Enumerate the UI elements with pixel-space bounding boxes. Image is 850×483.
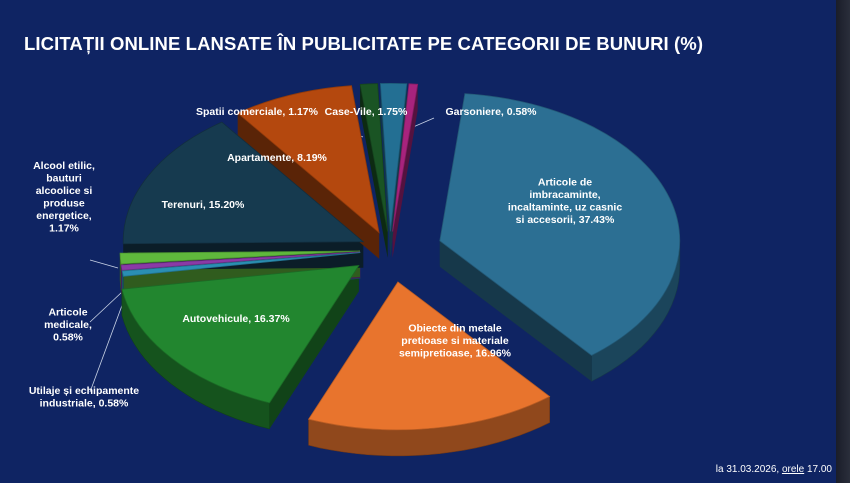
slice-garsoniere [392,83,419,232]
slice-apartamente [236,85,380,234]
slice-autovehicule [121,265,360,404]
label-line: imbracaminte, [529,189,600,201]
label-line: energetice, [36,210,92,222]
label-line: bauturi [46,172,82,184]
label-line: 0.58% [53,332,83,344]
label-line: 1.17% [49,222,79,234]
slice-spatii-comerciale [359,83,388,232]
leader-alcool-etilic-bauturi-alcoolice-si-produse-energetice [89,259,119,269]
label-spatii-comerciale: Spatii comerciale, 1.17% [196,106,319,118]
label-garsoniere: Garsoniere, 0.58% [445,106,537,118]
label-line: produse [43,197,85,209]
label-line: medicale, [44,319,92,331]
label-case-vile: Case-Vile, 1.75% [325,106,408,118]
timestamp-hours-word: orele [781,464,805,475]
slice-articole-medicale [120,251,361,271]
label-autovehicule: Autovehicule, 16.37% [182,313,290,325]
label-articole-medicale: Articole medicale, 0.58% [44,307,92,344]
label-line: Spatii comerciale, 1.17% [196,106,319,118]
slice-obiecte-din-metale-pretioase-si-materiale-semipretioase [307,281,551,431]
label-line: si accesorii, 37.43% [516,214,615,226]
label-utilaje-i-echipamente-industriale: Utilaje și echipamente industriale, 0.58% [29,385,139,410]
slice-wall-spatii-comerciale-0 [360,84,388,258]
slice-articole-de-imbracaminte-incaltaminte-uz-casnic-si-accesorii [439,93,681,356]
timestamp-suffix: 17.00 [804,464,832,475]
slice-tops [119,82,681,431]
slice-wall-garsoniere-1 [392,84,418,258]
label-line: Utilaje și echipamente [29,385,139,397]
label-line: industriale, 0.58% [40,397,129,409]
label-line: incaltaminte, uz casnic [508,201,623,213]
label-line: Garsoniere, 0.58% [445,106,537,118]
label-line: Alcool etilic, [33,160,95,172]
leader-utilaje-i-echipamente-industriale [89,299,125,393]
timestamp-prefix: la 31.03.2026, [715,464,782,475]
label-obiecte-din-metale-pretioase-si-materiale-semipretioase: Obiecte din metale pretioase si materiale… [399,323,512,360]
slice-labels: Articole de imbracaminte, incaltaminte, uz… [29,106,622,409]
label-alcool-etilic-bauturi-alcoolice-si-produse-energetice: Alcool etilic, bauturi alcoolice si produse… [33,160,95,235]
leader-articole-medicale [89,291,123,323]
label-line: Articole [48,307,87,319]
slice-utilaje-i-echipamente-industriale [121,252,361,277]
label-line: Case-Vile, 1.75% [325,106,408,118]
slice-wall-autovehicule-0 [269,265,359,429]
label-line: Obiecte din metale [408,323,502,335]
slice-wall-case-vile-0 [380,83,391,258]
label-line: alcoolice si [36,185,93,197]
chart-title: LICITAȚII ONLINE LANSATE ÎN PUBLICITATE … [24,33,704,54]
label-articole-de-imbracaminte-incaltaminte-uz-casnic-si-accesorii: Articole de imbracaminte, incaltaminte, uz… [508,176,623,226]
slice-wall-apartamente-0 [237,113,380,259]
label-line: Terenuri, 15.20% [162,199,245,211]
slice-alcool-etilic-bauturi-alcoolice-si-produse-energetice [119,250,361,265]
label-terenuri: Terenuri, 15.20% [162,199,245,211]
label-apartamente: Apartamente, 8.19% [227,152,327,164]
window-edge [836,0,850,483]
slice-terenuri [122,121,365,245]
timestamp-note: la 31.03.2026, orele 17.00 [716,464,832,475]
slice-case-vile [379,82,408,232]
label-line: Autovehicule, 16.37% [182,313,290,325]
label-line: Apartamente, 8.19% [227,152,327,164]
label-line: Articole de [538,176,592,188]
label-line: pretioase si materiale [401,335,509,347]
slice-wall-articole-de-imbracaminte-incaltaminte-uz-casnic-si-accesorii-1 [439,240,592,382]
label-line: semipretioase, 16.96% [399,348,512,360]
